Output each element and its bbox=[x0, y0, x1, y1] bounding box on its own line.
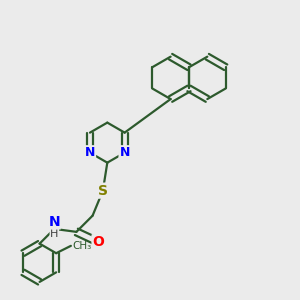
Text: N: N bbox=[119, 146, 130, 159]
Text: O: O bbox=[92, 235, 104, 249]
Text: S: S bbox=[98, 184, 108, 198]
Text: H: H bbox=[50, 229, 58, 239]
Text: N: N bbox=[49, 215, 60, 229]
Text: N: N bbox=[85, 146, 95, 159]
Text: CH₃: CH₃ bbox=[72, 241, 92, 251]
